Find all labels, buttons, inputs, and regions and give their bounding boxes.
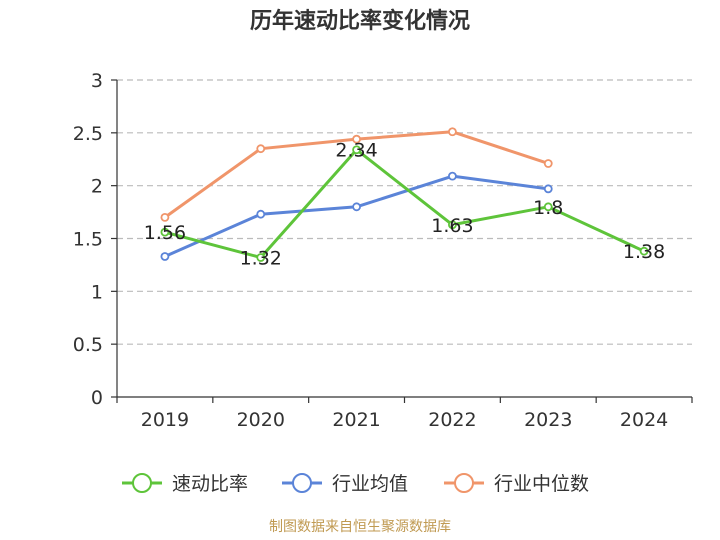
data-point: [543, 202, 553, 212]
data-label: 1.63: [431, 215, 473, 237]
data-label: 1.38: [623, 241, 665, 263]
legend: 速动比率 行业均值 行业中位数: [122, 473, 589, 495]
y-tick-label: 1: [91, 281, 103, 303]
y-tick-label: 0: [91, 387, 103, 409]
x-tick-label: 2019: [141, 409, 189, 431]
y-tick-label: 2: [91, 176, 103, 198]
source-note: 制图数据来自恒生聚源数据库: [269, 519, 451, 535]
y-tick-label: 1.5: [73, 229, 103, 251]
legend-label: 行业中位数: [494, 473, 589, 495]
data-point: [256, 209, 266, 219]
data-point: [543, 159, 553, 168]
chart-title: 历年速动比率变化情况: [250, 8, 470, 34]
data-point: [160, 212, 170, 222]
y-tick-label: 0.5: [73, 334, 103, 356]
legend-marker: [292, 473, 312, 493]
x-tick-label: 2024: [620, 409, 668, 431]
legend-label: 速动比率: [172, 473, 248, 495]
data-label: 1.32: [240, 248, 282, 270]
data-point: [448, 127, 457, 137]
data-point: [448, 171, 457, 181]
data-point: [256, 144, 266, 154]
data-point: [543, 184, 553, 194]
data-point: [256, 253, 266, 262]
legend-label: 行业均值: [332, 473, 408, 495]
data-point: [448, 220, 457, 230]
data-labels: 1.56 1.32 2.34 1.63 1.8 1.38: [144, 140, 665, 270]
series-line: [164, 148, 645, 260]
axes: 0 0.5 1 1.5 2 2.5 3 2019 2020 2021 2022 2023 2024: [73, 70, 693, 431]
data-point: [160, 252, 170, 261]
series-layer: [160, 127, 649, 262]
x-tick-label: 2023: [524, 409, 572, 431]
data-label: 2.34: [335, 140, 377, 162]
legend-marker: [454, 473, 474, 493]
data-point: [352, 202, 361, 212]
data-label: 1.56: [144, 222, 186, 244]
legend-marker: [132, 473, 152, 493]
data-point: [352, 145, 361, 155]
data-point: [639, 246, 649, 256]
x-tick-label: 2021: [332, 409, 380, 431]
grid: [117, 79, 692, 345]
y-tick-label: 2.5: [73, 123, 103, 145]
data-point: [160, 227, 170, 237]
x-tick-label: 2020: [237, 409, 285, 431]
data-label: 1.8: [533, 197, 563, 219]
y-tick-label: 3: [91, 70, 103, 92]
data-point: [352, 134, 361, 144]
x-tick-label: 2022: [428, 409, 476, 431]
